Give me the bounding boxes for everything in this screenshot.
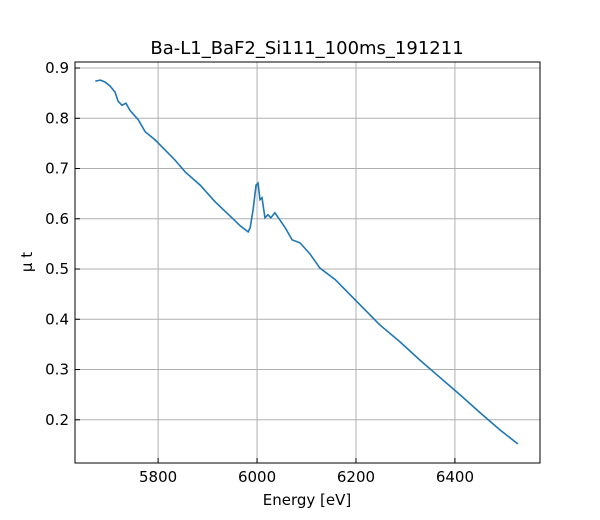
y-axis-label: μ t bbox=[18, 252, 36, 272]
x-tick-label: 6000 bbox=[238, 468, 276, 486]
y-tick-label: 0.6 bbox=[45, 210, 69, 228]
y-tick-label: 0.2 bbox=[45, 411, 69, 429]
y-tick-label: 0.4 bbox=[45, 310, 69, 328]
y-tick-label: 0.5 bbox=[45, 260, 69, 278]
data-line bbox=[95, 79, 519, 445]
x-tick-label: 6400 bbox=[436, 468, 474, 486]
x-tick-label: 6200 bbox=[337, 468, 375, 486]
x-axis-label: Energy [eV] bbox=[263, 491, 351, 509]
y-tick-label: 0.9 bbox=[45, 59, 69, 77]
y-tick-label: 0.7 bbox=[45, 160, 69, 178]
chart-title: Ba-L1_BaF2_Si111_100ms_191211 bbox=[150, 38, 463, 59]
plot-frame bbox=[74, 61, 541, 464]
y-tick-label: 0.3 bbox=[45, 361, 69, 379]
x-tick-label: 5800 bbox=[139, 468, 177, 486]
y-tick-label: 0.8 bbox=[45, 109, 69, 127]
